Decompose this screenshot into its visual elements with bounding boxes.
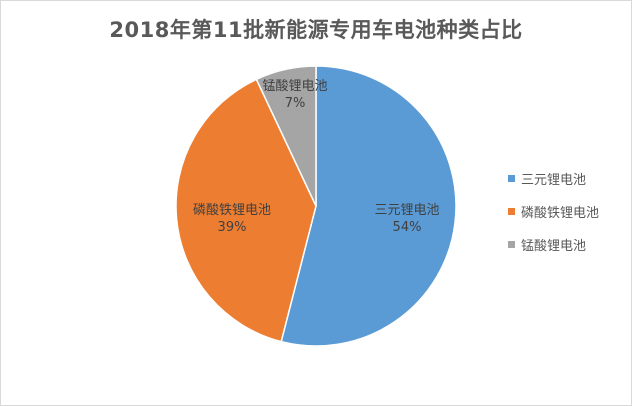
legend-swatch [508,208,515,215]
slice-category-label: 磷酸铁锂电池 [193,203,271,218]
pie-slice-1 [280,65,457,347]
legend-swatch [508,175,515,182]
slice-category-label: 三元锂电池 [374,203,439,218]
legend-label: 磷酸铁锂电池 [521,206,600,221]
pie-slices [175,65,457,347]
slice-value-label: 39% [218,220,247,235]
legend-item: 三元锂电池 [508,171,599,188]
legend: 三元锂电池磷酸铁锂电池 锰酸锂电池 [508,171,599,270]
chart-title: 2018年第11批新能源专用车电池种类占比 [109,18,523,42]
pie-labels: 三元锂电池 54% 磷酸铁锂电池 39% 锰酸锂电池 7% [193,79,440,235]
pie-slice-2 [175,78,317,343]
pie-slice-3 [255,65,317,207]
slice-value-label: 54% [393,220,422,235]
slice-value-label: 7% [285,96,306,111]
legend-label: 三元锂电池 [521,173,587,188]
legend-item: 磷酸铁锂电池 [508,204,600,221]
legend-label: 锰酸锂电池 [521,239,587,254]
legend-swatch [508,241,515,248]
legend-item: 锰酸锂电池 [508,237,599,254]
slice-category-label: 锰酸锂电池 [262,79,327,94]
